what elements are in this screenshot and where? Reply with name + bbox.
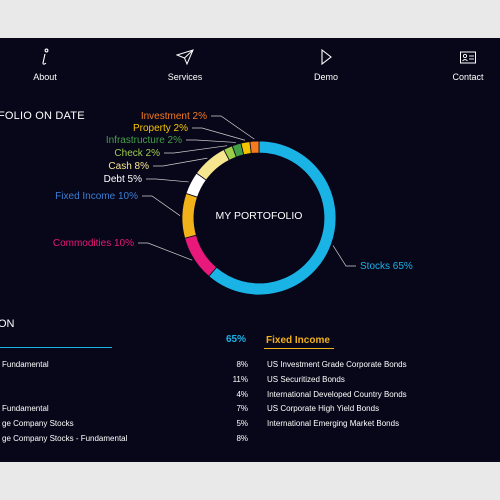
slice-label: Infrastructure 2% [106, 135, 182, 146]
stock-row: 11% [0, 375, 248, 389]
stock-row-percent: 5% [236, 419, 248, 428]
slice-label: Debt 5% [104, 174, 142, 185]
slice-label: Stocks 65% [360, 261, 413, 272]
donut-slice[interactable] [181, 192, 198, 239]
label-leader-line [332, 245, 356, 267]
paper-plane-icon [176, 49, 194, 66]
stock-row-percent: 11% [232, 375, 248, 384]
section-title: FOLIO ON DATE [0, 110, 85, 122]
bond-row: International Emerging Market Bonds [267, 419, 400, 428]
stock-row: ge Company Stocks 5% [0, 419, 248, 433]
donut-slice[interactable] [249, 140, 260, 154]
label-leader-line [142, 195, 181, 216]
stock-row: Fundamental 8% [0, 360, 248, 374]
bond-row: US Investment Grade Corporate Bonds [267, 360, 407, 369]
fixed-income-title: Fixed Income [266, 335, 330, 346]
stock-row-name: ge Company Stocks - Fundamental [2, 434, 128, 443]
nav-demo-label: Demo [313, 72, 338, 82]
chart-center-title: MY PORTOFOLIO [216, 210, 303, 222]
slice-label: Commodities 10% [53, 238, 134, 249]
label-leader-line [146, 178, 189, 183]
slice-label: Fixed Income 10% [55, 191, 138, 202]
bond-row: International Developed Country Bonds [267, 390, 407, 399]
stocks-underline [0, 347, 112, 348]
label-leader-line [211, 115, 255, 140]
label-leader-line [186, 139, 236, 143]
label-leader-line [153, 157, 208, 167]
info-icon [42, 48, 49, 65]
slice-label: Cash 8% [108, 161, 149, 172]
nav-demo[interactable]: Demo [296, 48, 356, 82]
fixed-income-underline [264, 348, 334, 349]
slice-label: Check 2% [114, 148, 160, 159]
stock-row-name: ge Company Stocks [2, 419, 74, 428]
breakdown-title: ON [0, 318, 15, 330]
bond-row: US Corporate High Yield Bonds [267, 404, 380, 413]
nav-contact-label: Contact [452, 72, 484, 82]
stock-row-percent: 7% [236, 404, 248, 413]
stock-row-percent: 8% [236, 360, 248, 369]
donut-slice[interactable] [195, 148, 230, 181]
app-frame: About Services Demo Contact FOLIO ON DAT… [0, 38, 500, 462]
stock-row-percent: 8% [236, 434, 248, 443]
nav-contact[interactable]: Contact [438, 48, 498, 82]
slice-label: Property 2% [133, 123, 188, 134]
bond-row: US Securitized Bonds [267, 375, 345, 384]
label-leader-line [192, 127, 246, 141]
stocks-percent: 65% [226, 334, 247, 345]
label-leader-line [164, 145, 228, 154]
nav-services-label: Services [167, 72, 203, 82]
donut-slice[interactable] [184, 234, 218, 277]
stock-row: Fundamental 7% [0, 404, 248, 418]
play-icon [321, 48, 332, 66]
stock-row-percent: 4% [236, 390, 248, 399]
slice-label: Investment 2% [141, 111, 207, 122]
nav-services[interactable]: Services [155, 48, 215, 82]
stock-row-name: Fundamental [2, 404, 49, 413]
portfolio-donut-chart: Stocks 65% Commodities 10% Fixed Income 10… [53, 111, 413, 296]
stock-row: ge Company Stocks - Fundamental 8% [0, 434, 248, 448]
nav-about[interactable]: About [15, 48, 75, 82]
stock-row: 4% [0, 390, 248, 404]
contact-card-icon [460, 51, 476, 64]
label-leader-line [138, 242, 193, 261]
stock-row-name: Fundamental [2, 360, 49, 369]
nav-about-label: About [33, 72, 57, 82]
